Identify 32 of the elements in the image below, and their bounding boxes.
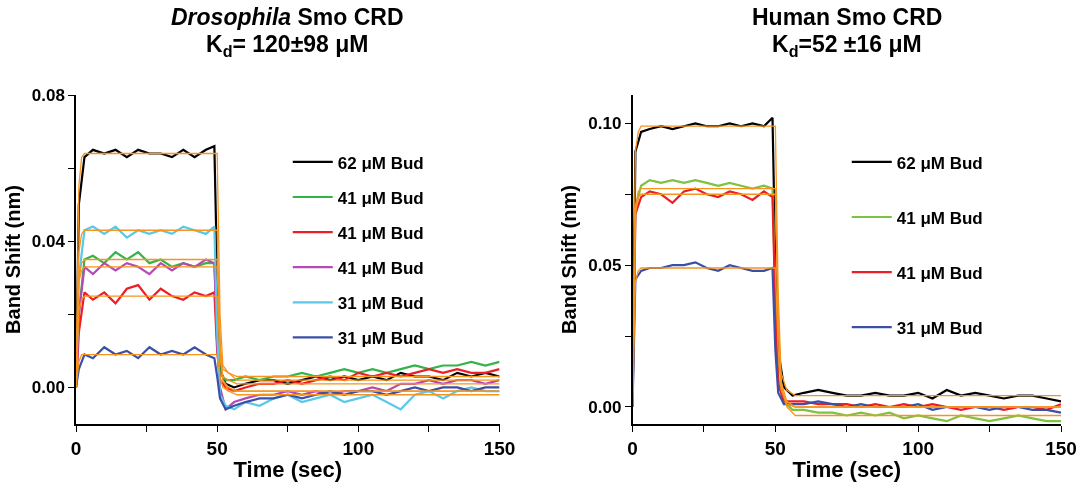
chart-subtitle: K$_{d}$= 120±98 μM — [206, 31, 369, 60]
chart-subtitle: K$_{d}$=52 ±16 μM — [772, 31, 922, 60]
x-tick-label: 150 — [1045, 437, 1077, 459]
legend-label: 31 μM Bud — [896, 318, 983, 338]
y-tick-label: 0.00 — [31, 378, 65, 398]
chart-title: Drosophila Smo CRD — [171, 4, 404, 30]
x-tick-label: 100 — [342, 437, 375, 459]
legend-label: 41 μM Bud — [337, 223, 424, 243]
x-tick-label: 100 — [902, 437, 935, 459]
legend-label: 62 μM Bud — [896, 153, 983, 173]
y-axis-title: Band Shift (nm) — [558, 185, 581, 334]
x-axis-title: Time (sec) — [233, 456, 342, 482]
legend-label: 41 μM Bud — [337, 188, 424, 208]
legend-label: 41 μM Bud — [896, 208, 983, 228]
y-axis-title: Band Shift (nm) — [1, 185, 24, 334]
legend-label: 62 μM Bud — [337, 153, 424, 173]
y-tick-label: 0.08 — [31, 85, 65, 105]
legend-label: 31 μM Bud — [337, 293, 424, 313]
y-tick-label: 0.04 — [31, 232, 66, 252]
x-axis-title: Time (sec) — [792, 456, 901, 482]
legend-label: 41 μM Bud — [896, 263, 983, 283]
x-tick-label: 0 — [627, 437, 638, 459]
y-tick-label: 0.00 — [588, 397, 622, 417]
chart-title: Human Smo CRD — [752, 4, 943, 30]
legend-label: 41 μM Bud — [337, 258, 424, 278]
y-tick-label: 0.05 — [588, 256, 622, 276]
legend-label: 31 μM Bud — [337, 329, 424, 349]
x-tick-label: 50 — [764, 437, 786, 459]
y-tick-label: 0.10 — [588, 114, 622, 134]
x-tick-label: 0 — [70, 437, 82, 459]
x-tick-label: 50 — [206, 437, 228, 459]
x-tick-label: 150 — [483, 437, 516, 459]
